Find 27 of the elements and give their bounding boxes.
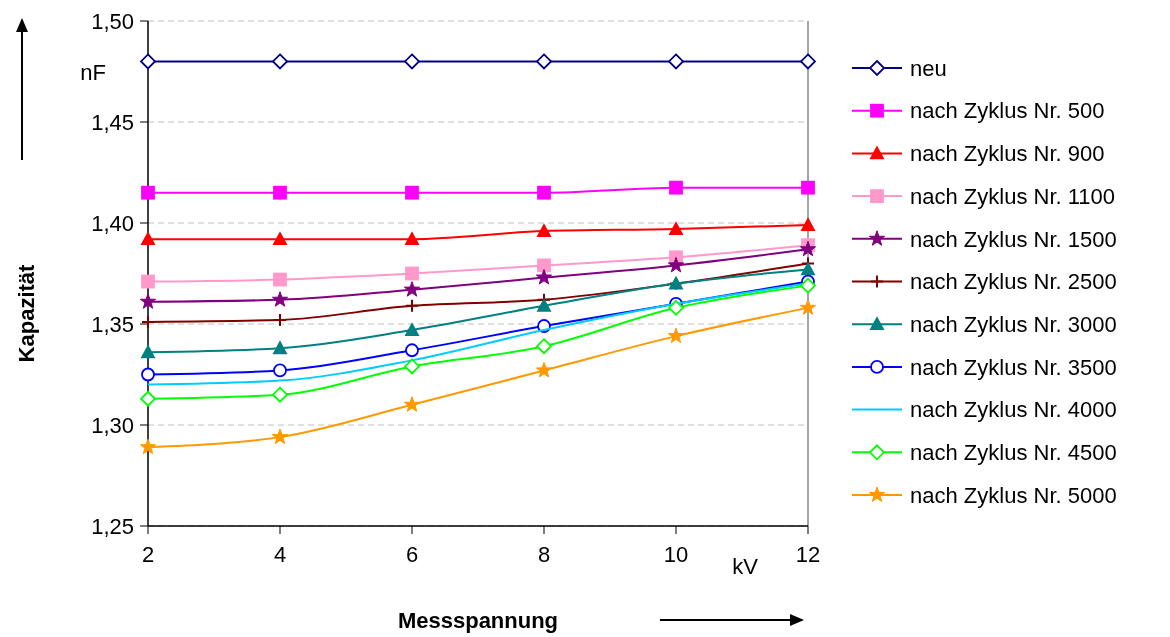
y-axis-title: Kapazität	[14, 263, 39, 363]
legend-label: nach Zyklus Nr. 3000	[910, 311, 1117, 337]
y-tick-label: 1,40	[91, 210, 134, 236]
x-tick-label: 4	[273, 542, 287, 567]
x-tick-label: 8	[537, 542, 551, 567]
legend-label: nach Zyklus Nr. 900	[910, 141, 1105, 167]
legend-label: nach Zyklus Nr. 4000	[910, 397, 1117, 423]
text: kV	[732, 554, 759, 579]
text: nF	[80, 60, 106, 85]
legend-label: nach Zyklus Nr. 1100	[910, 183, 1116, 209]
y-tick-label: 1,30	[91, 412, 134, 438]
legend-label: nach Zyklus Nr. 3500	[910, 354, 1117, 380]
x-tick-label: 6	[405, 542, 419, 567]
x-tick-label: 10	[663, 542, 689, 567]
y-tick-label: 1,35	[91, 311, 134, 337]
legend-label: nach Zyklus Nr. 5000	[910, 482, 1117, 508]
x-axis-title: Messspannung	[397, 608, 559, 633]
y-tick-label: 1,45	[91, 109, 134, 135]
legend-label: neu	[910, 55, 947, 81]
legend-label: nach Zyklus Nr. 2500	[910, 269, 1117, 295]
legend-label: nach Zyklus Nr. 500	[910, 98, 1105, 124]
y-tick-label: 1,50	[91, 8, 134, 34]
y-tick-label: 1,25	[91, 513, 134, 539]
x-tick-label: 2	[141, 542, 155, 567]
legend-label: nach Zyklus Nr. 1500	[910, 226, 1117, 252]
x-tick-label: 12	[795, 542, 821, 567]
legend-label: nach Zyklus Nr. 4500	[910, 440, 1117, 465]
